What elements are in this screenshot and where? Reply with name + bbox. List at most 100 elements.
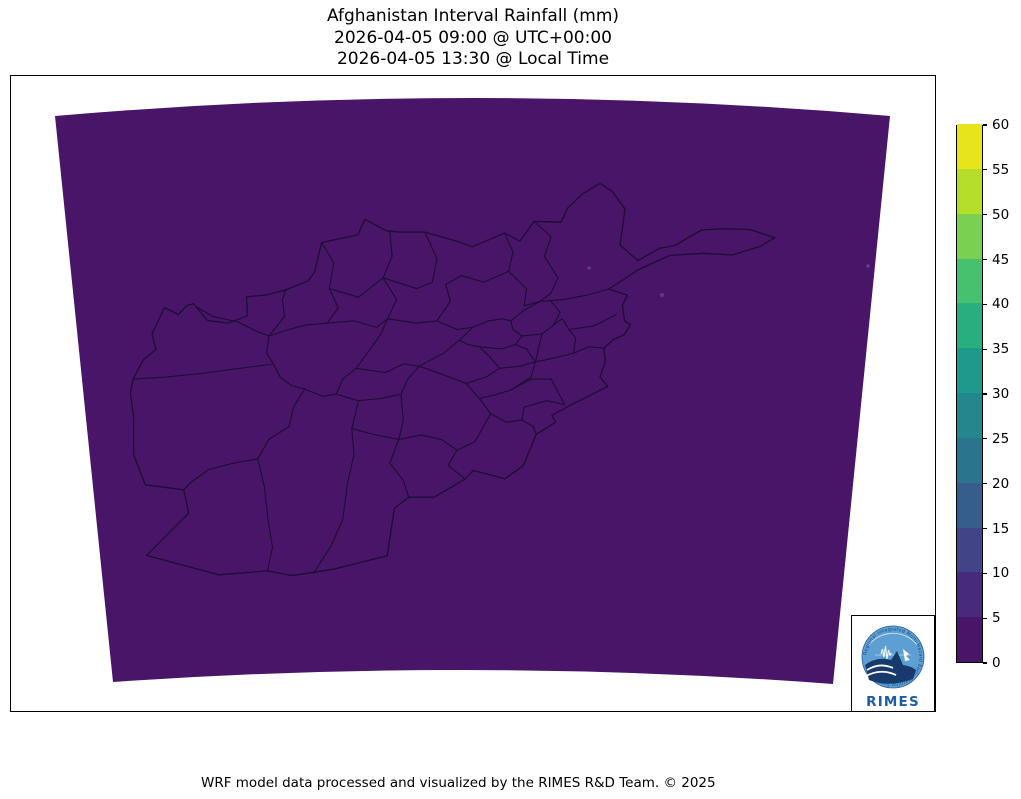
province-boundary — [572, 346, 605, 354]
colorbar-segment — [957, 437, 982, 483]
colorbar-segment — [957, 347, 982, 393]
colorbar: 0 5 10 15 20 25 30 35 40 45 50 55 60 — [956, 117, 1021, 671]
province-boundary — [351, 428, 400, 440]
figure-title: Afghanistan Interval Rainfall (mm) 2026-… — [327, 6, 619, 71]
colorbar-tick-mark — [983, 258, 987, 261]
colorbar-tick-label: 30 — [992, 386, 1010, 402]
province-boundary — [382, 277, 398, 320]
colorbar-tick-mark — [983, 348, 987, 350]
province-boundary — [398, 393, 404, 440]
colorbar-tick-mark — [983, 527, 987, 530]
province-boundary — [183, 458, 259, 491]
title-line-1: Afghanistan Interval Rainfall (mm) — [326, 6, 620, 26]
colorbar-tick-mark — [983, 572, 987, 574]
province-boundary — [266, 335, 274, 365]
logo-wave-line-2 — [865, 670, 897, 677]
province-boundary — [257, 458, 274, 572]
province-boundary — [355, 363, 420, 374]
province-boundary — [436, 320, 474, 331]
colorbar-tick-label: 40 — [992, 296, 1010, 313]
colorbar-tick-mark — [983, 662, 987, 664]
province-boundary — [478, 344, 516, 350]
province-boundary — [503, 232, 514, 272]
province-boundary — [552, 318, 570, 331]
colorbar-gradient — [956, 123, 983, 663]
province-boundary — [521, 419, 537, 435]
province-boundary — [550, 300, 561, 326]
province-boundary — [472, 318, 512, 328]
province-boundary — [424, 231, 438, 283]
colorbar-segment — [957, 258, 982, 304]
title-line-2: 2026-04-05 09:00 @ UTC+00:00 — [334, 27, 612, 48]
province-boundary — [355, 318, 389, 369]
province-boundary — [382, 231, 393, 279]
province-boundary — [398, 434, 458, 451]
province-boundary — [389, 438, 410, 498]
province-boundary — [321, 241, 335, 290]
province-boundary — [436, 275, 463, 322]
province-boundary — [304, 388, 337, 397]
colorbar-segment — [957, 123, 982, 169]
colorbar-tick-label: 55 — [992, 161, 1010, 178]
province-boundary — [510, 378, 566, 406]
province-boundary — [568, 328, 577, 354]
logo-wave-line-1 — [866, 664, 894, 671]
province-boundary — [539, 288, 610, 303]
footer-credit: WRF model data processed and visualized … — [201, 775, 716, 791]
province-boundary — [465, 367, 501, 384]
colorbar-tick-label: 35 — [992, 341, 1010, 358]
colorbar-tick-mark — [983, 617, 987, 619]
province-boundary — [508, 270, 541, 307]
colorbar-tick-label: 15 — [992, 520, 1010, 537]
colorbar-tick-mark — [983, 303, 987, 305]
province-boundary — [387, 318, 438, 324]
province-boundary — [196, 306, 270, 337]
colorbar-tick-label: 25 — [992, 430, 1010, 447]
colorbar-segment — [957, 527, 982, 573]
colorbar-tick-mark — [983, 214, 987, 216]
province-boundary — [335, 367, 357, 395]
logo-satellite-icon — [903, 649, 910, 661]
province-boundary — [456, 413, 492, 451]
province-boundary — [400, 365, 420, 395]
colorbar-tick-label: 45 — [992, 251, 1010, 268]
province-boundary — [490, 406, 525, 423]
colorbar-tick-label: 50 — [992, 206, 1010, 223]
country-outline — [129, 182, 776, 577]
province-boundary — [478, 389, 512, 400]
colorbar-segment — [957, 616, 982, 662]
colorbar-segment — [957, 168, 982, 214]
province-boundary — [447, 449, 466, 480]
colorbar-tick-label: 60 — [992, 117, 1010, 133]
province-boundary — [458, 339, 480, 348]
province-boundary — [326, 288, 339, 324]
colorbar-tick-mark — [983, 483, 987, 485]
province-boundary — [523, 400, 566, 408]
colorbar-segment — [957, 571, 982, 618]
province-boundary — [460, 270, 510, 283]
province-boundary — [533, 220, 559, 303]
light-rain-cell — [587, 266, 591, 270]
rimes-logo: Regional Integrated Multi-Hazard Early W… — [851, 615, 935, 712]
colorbar-tick-mark — [983, 438, 987, 440]
colorbar-tick-label: 20 — [992, 475, 1010, 492]
province-boundary — [510, 300, 541, 322]
logo-arc-line — [868, 632, 918, 646]
logo-org-name: RIMES — [866, 694, 920, 710]
logo-seismograph-icon — [880, 645, 892, 660]
province-boundary — [418, 326, 474, 367]
province-boundary — [568, 313, 617, 331]
province-boundary — [257, 388, 306, 460]
province-boundary — [510, 361, 536, 391]
colorbar-segment — [957, 482, 982, 528]
province-boundary — [272, 363, 306, 390]
colorbar-tick-label: 0 — [992, 655, 1001, 671]
province-boundary — [268, 289, 287, 337]
province-boundary — [478, 346, 501, 369]
light-rain-cell — [660, 293, 664, 297]
colorbar-tick-label: 10 — [992, 565, 1010, 582]
colorbar-segment — [957, 302, 982, 349]
province-boundary — [514, 344, 536, 363]
